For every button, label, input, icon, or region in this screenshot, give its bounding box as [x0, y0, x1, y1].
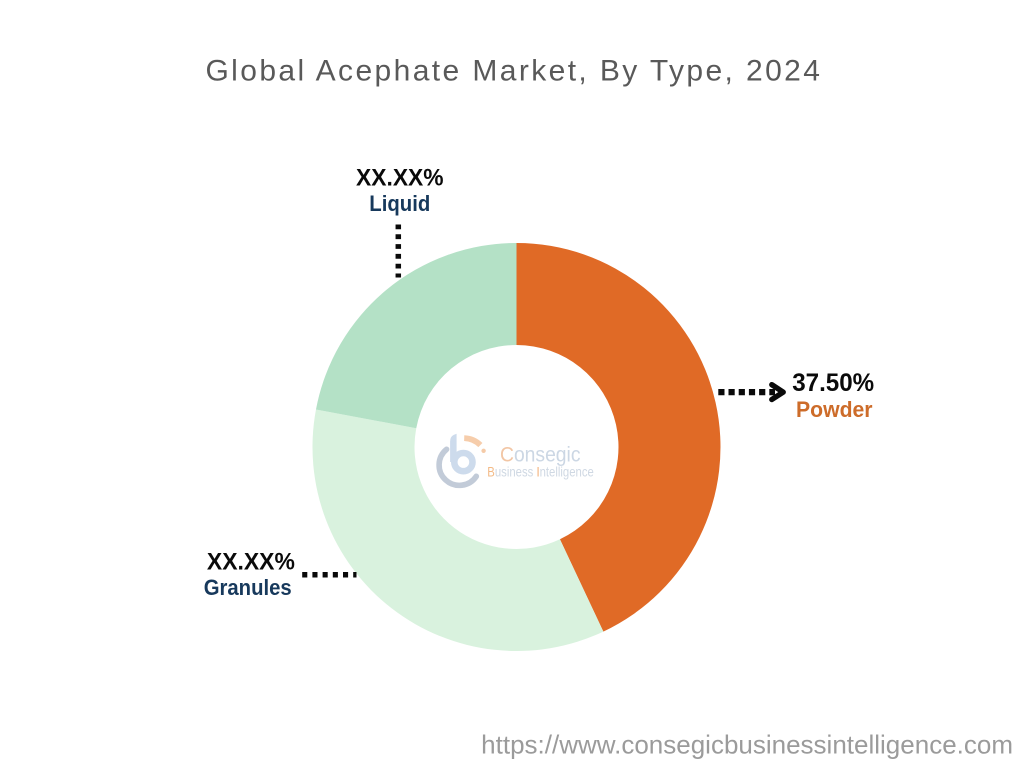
- svg-text:https://www.consegicbusinessin: https://www.consegicbusinessintelligence…: [481, 729, 1013, 759]
- svg-text:Granules: Granules: [204, 575, 292, 600]
- svg-text:Powder: Powder: [796, 397, 873, 422]
- svg-text:XX.XX%: XX.XX%: [207, 548, 295, 575]
- svg-text:Liquid: Liquid: [369, 191, 430, 216]
- svg-text:Global Acephate Market, By Typ: Global Acephate Market, By Type, 2024: [205, 54, 822, 87]
- svg-text:XX.XX%: XX.XX%: [356, 164, 444, 191]
- svg-text:Consegic: Consegic: [500, 444, 581, 467]
- svg-text:Business Intelligence: Business Intelligence: [487, 464, 594, 480]
- svg-text:37.50%: 37.50%: [792, 369, 874, 397]
